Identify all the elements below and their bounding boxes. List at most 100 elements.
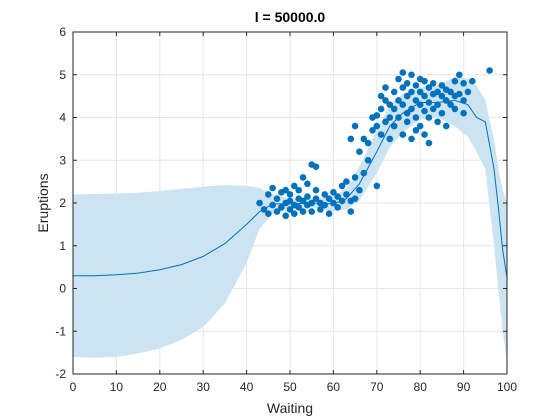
data-point-60 [369,127,376,134]
y-tick-label-4: 2 [59,196,66,210]
x-tick-label-4: 40 [240,380,254,394]
x-tick-label-10: 100 [497,380,517,394]
data-point-126 [456,90,463,98]
data-point-89 [408,105,415,113]
data-point-44 [338,182,346,190]
data-point-74 [390,88,398,96]
data-point-80 [399,84,407,91]
data-point-9 [278,204,285,211]
data-point-11 [282,212,290,220]
data-point-128 [460,80,467,87]
data-point-54 [356,186,363,194]
x-tick-label-1: 10 [110,380,124,394]
x-tick-label-7: 70 [370,380,384,394]
data-point-12 [282,186,290,194]
y-axis-ticks: -2 -1 0 1 2 3 4 5 6 [55,25,507,381]
data-point-120 [447,101,454,108]
data-point-53 [351,122,359,130]
data-point-105 [425,99,433,106]
data-point-78 [395,97,402,104]
data-point-116 [438,82,446,89]
x-tick-label-8: 80 [414,380,428,394]
data-point-70 [382,84,389,91]
data-point-49 [347,208,355,215]
data-point-59 [364,157,372,164]
data-point-107 [425,139,433,147]
data-point-104 [425,84,433,91]
data-point-68 [382,97,389,104]
y-tick-label-6: 4 [59,111,66,125]
data-point-62 [373,112,381,119]
data-point-124 [451,105,459,113]
data-point-122 [451,77,459,85]
data-point-99 [416,122,424,130]
data-point-37 [321,201,329,209]
data-point-93 [412,114,420,121]
data-point-77 [395,75,402,83]
data-point-51 [351,174,359,181]
data-point-88 [408,88,415,96]
data-point-97 [416,101,424,108]
data-point-106 [425,114,433,121]
data-point-30 [308,208,316,215]
data-point-130 [464,88,472,96]
data-point-33 [312,186,320,194]
data-point-13 [286,197,294,205]
data-point-6 [273,195,281,202]
data-point-87 [403,118,411,126]
data-point-95 [412,127,420,134]
data-point-43 [334,193,342,200]
data-point-5 [269,201,276,209]
data-point-86 [403,80,411,87]
y-tick-label-1: -1 [55,324,66,338]
x-tick-label-2: 20 [153,380,167,394]
data-point-52 [351,195,359,202]
fit-line [73,99,508,278]
chart-title: l = 50000.0 [255,9,326,25]
data-point-27 [304,180,311,188]
data-point-39 [325,210,333,217]
data-point-67 [377,92,385,100]
data-point-29 [308,199,316,207]
data-point-46 [343,191,350,198]
data-point-41 [330,189,337,196]
x-tick-label-5: 50 [283,380,297,394]
data-point-100 [421,92,428,100]
data-point-20 [295,186,303,194]
y-tick-label-7: 5 [59,68,66,82]
y-tick-label-3: 1 [59,239,66,253]
data-point-2 [265,191,272,198]
data-point-36 [321,191,329,198]
data-point-90 [408,71,415,79]
data-point-45 [338,197,346,205]
data-point-64 [373,182,381,190]
data-point-3 [265,210,272,217]
data-point-110 [429,80,437,87]
data-point-21 [295,204,303,211]
data-point-14 [286,206,294,213]
data-point-58 [364,139,372,147]
data-point-56 [360,169,368,177]
data-point-73 [386,135,394,143]
data-point-1 [260,206,268,213]
data-point-35 [317,206,324,213]
y-tick-label-5: 3 [59,153,66,167]
x-tick-label-9: 90 [457,380,471,394]
data-point-24 [299,197,307,205]
data-point-82 [399,69,407,76]
y-tick-label-2: 0 [59,282,66,296]
data-point-72 [386,114,394,121]
data-point-50 [347,135,355,143]
data-point-129 [460,109,467,117]
data-point-81 [399,101,407,108]
confidence-band [73,76,507,362]
data-point-42 [334,204,342,211]
data-point-66 [377,131,385,138]
data-point-69 [382,118,389,126]
data-point-23 [299,208,307,215]
data-point-103 [421,131,428,138]
data-point-75 [390,105,398,113]
data-point-4 [269,184,276,192]
data-points [256,67,493,220]
